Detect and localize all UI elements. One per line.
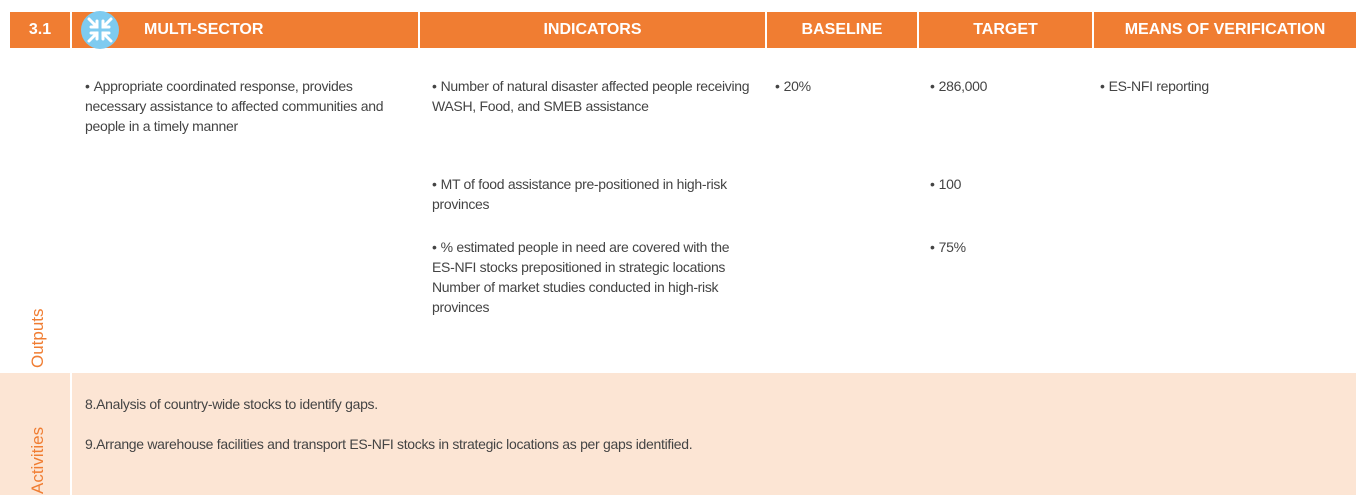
header-column: MEANS OF VERIFICATION xyxy=(1094,12,1356,48)
outputs-label: Outputs xyxy=(28,308,47,368)
sector-icon xyxy=(81,11,119,49)
header-number: 3.1 xyxy=(10,12,70,48)
output-result: Appropriate coordinated response, provid… xyxy=(85,76,405,136)
header-sector: MULTI-SECTOR xyxy=(144,21,264,38)
verification: ES-NFI reporting xyxy=(1100,76,1210,96)
activity: 9.Arrange warehouse facilities and trans… xyxy=(85,436,693,452)
target: 75% xyxy=(930,237,966,257)
activity: 8.Analysis of country-wide stocks to ide… xyxy=(85,396,378,412)
baseline: 20% xyxy=(775,76,811,96)
divider xyxy=(70,373,72,495)
header-column: INDICATORS xyxy=(420,12,765,48)
indicator: Number of natural disaster affected peop… xyxy=(432,76,752,116)
header-column: BASELINE xyxy=(767,12,917,48)
header-sector-cell: MULTI-SECTOR xyxy=(72,11,418,49)
header-column: TARGET xyxy=(919,12,1092,48)
target: 286,000 xyxy=(930,76,988,96)
target: 100 xyxy=(930,174,962,194)
indicator: % estimated people in need are covered w… xyxy=(432,237,752,317)
activities-label: Activities xyxy=(28,426,47,494)
activities-band xyxy=(0,373,1356,495)
indicator: MT of food assistance pre-positioned in … xyxy=(432,174,752,214)
